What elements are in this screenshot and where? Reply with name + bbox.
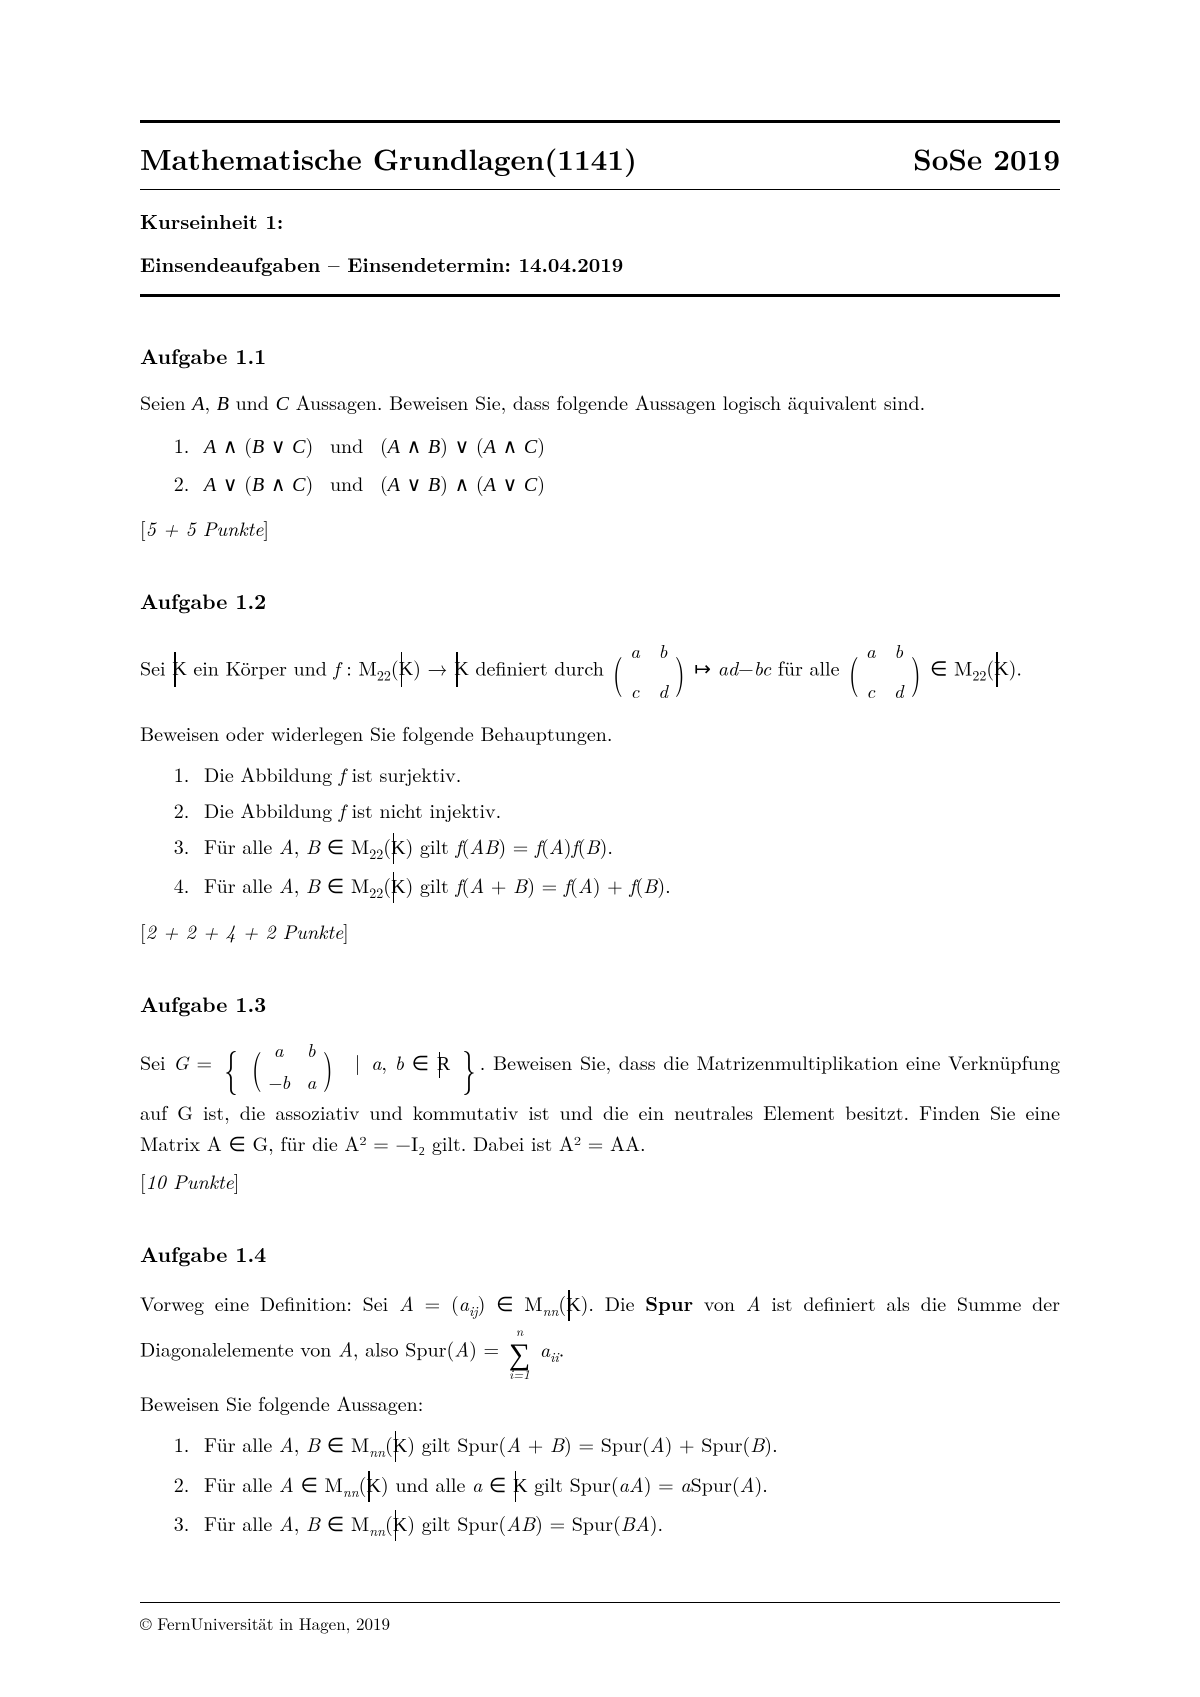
points-text: 2 + 2 + 4 + 2 Punkte bbox=[146, 916, 344, 945]
task-2-points: [2 + 2 + 4 + 2 Punkte] bbox=[140, 916, 1060, 945]
points-text: 10 Punkte bbox=[146, 1166, 234, 1195]
submission-label: Einsendeaufgaben – Einsendetermin: 14.04… bbox=[140, 243, 1060, 294]
copyright: © FernUniversität in Hagen, 2019 bbox=[140, 1611, 1060, 1635]
list-item: Für alle A, B ∈ M22(K) gilt f(AB) = f(A)… bbox=[196, 828, 1060, 867]
task-2-title: Aufgabe 1.2 bbox=[140, 586, 1060, 616]
footer: © FernUniversität in Hagen, 2019 bbox=[140, 1602, 1060, 1635]
term-label: SoSe 2019 bbox=[913, 137, 1060, 179]
matrix-icon: (ab−ba) bbox=[249, 1035, 335, 1096]
task-1-title: Aufgabe 1.1 bbox=[140, 341, 1060, 371]
list-item: Für alle A, B ∈ M22(K) gilt f(A + B) = f… bbox=[196, 867, 1060, 906]
page: Mathematische Grundlagen(1141) SoSe 2019… bbox=[0, 0, 1200, 1697]
task-3-title: Aufgabe 1.3 bbox=[140, 989, 1060, 1019]
points-text: 5 + 5 Punkte bbox=[146, 513, 264, 542]
unit-label: Kurseinheit 1: bbox=[140, 190, 1060, 243]
sum-icon: n∑i=1 bbox=[509, 1324, 530, 1380]
matrix-icon: (abcd) bbox=[610, 632, 687, 710]
list-item: Für alle A, B ∈ Mnn(K) gilt Spur(AB) = S… bbox=[196, 1505, 1060, 1544]
task-1-points: [5 + 5 Punkte] bbox=[140, 513, 1060, 542]
header-bottom-rule bbox=[140, 294, 1060, 297]
task-3-body: Sei G = { (ab−ba) | a, b ∈ R }. Beweisen… bbox=[140, 1035, 1060, 1158]
task-3-points: [10 Punkte] bbox=[140, 1166, 1060, 1195]
course-title: Mathematische Grundlagen(1141) bbox=[140, 137, 637, 179]
list-item: A ∧ (B ∨ C) und (A ∧ B) ∨ (A ∧ C) bbox=[196, 427, 1060, 465]
footer-rule bbox=[140, 1602, 1060, 1603]
task-1-list: A ∧ (B ∨ C) und (A ∧ B) ∨ (A ∧ C) A ∨ (B… bbox=[140, 427, 1060, 503]
task-4-list: Für alle A, B ∈ Mnn(K) gilt Spur(A + B) … bbox=[140, 1426, 1060, 1544]
header-row: Mathematische Grundlagen(1141) SoSe 2019 bbox=[140, 123, 1060, 189]
task-4-title: Aufgabe 1.4 bbox=[140, 1239, 1060, 1269]
list-item: Für alle A ∈ Mnn(K) und alle a ∈ K gilt … bbox=[196, 1466, 1060, 1505]
list-item: Die Abbildung f ist surjektiv. bbox=[196, 756, 1060, 792]
task-4-prove: Beweisen Sie folgende Aussagen: bbox=[140, 1388, 1060, 1418]
task-1-intro: Seien A, B und C Aussagen. Beweisen Sie,… bbox=[140, 387, 1060, 419]
task-4-def: Vorweg eine Definition: Sei A = (aij) ∈ … bbox=[140, 1285, 1060, 1380]
matrix-icon: (abcd) bbox=[846, 632, 923, 710]
list-item: A ∨ (B ∧ C) und (A ∨ B) ∧ (A ∨ C) bbox=[196, 465, 1060, 503]
task-2-list: Die Abbildung f ist surjektiv. Die Abbil… bbox=[140, 756, 1060, 906]
list-item: Die Abbildung f ist nicht injektiv. bbox=[196, 792, 1060, 828]
task-2-intro: Sei K ein Körper und f : M22(K) → K defi… bbox=[140, 632, 1060, 710]
list-item: Für alle A, B ∈ Mnn(K) gilt Spur(A + B) … bbox=[196, 1426, 1060, 1465]
task-2-line2: Beweisen oder widerlegen Sie folgende Be… bbox=[140, 718, 1060, 748]
